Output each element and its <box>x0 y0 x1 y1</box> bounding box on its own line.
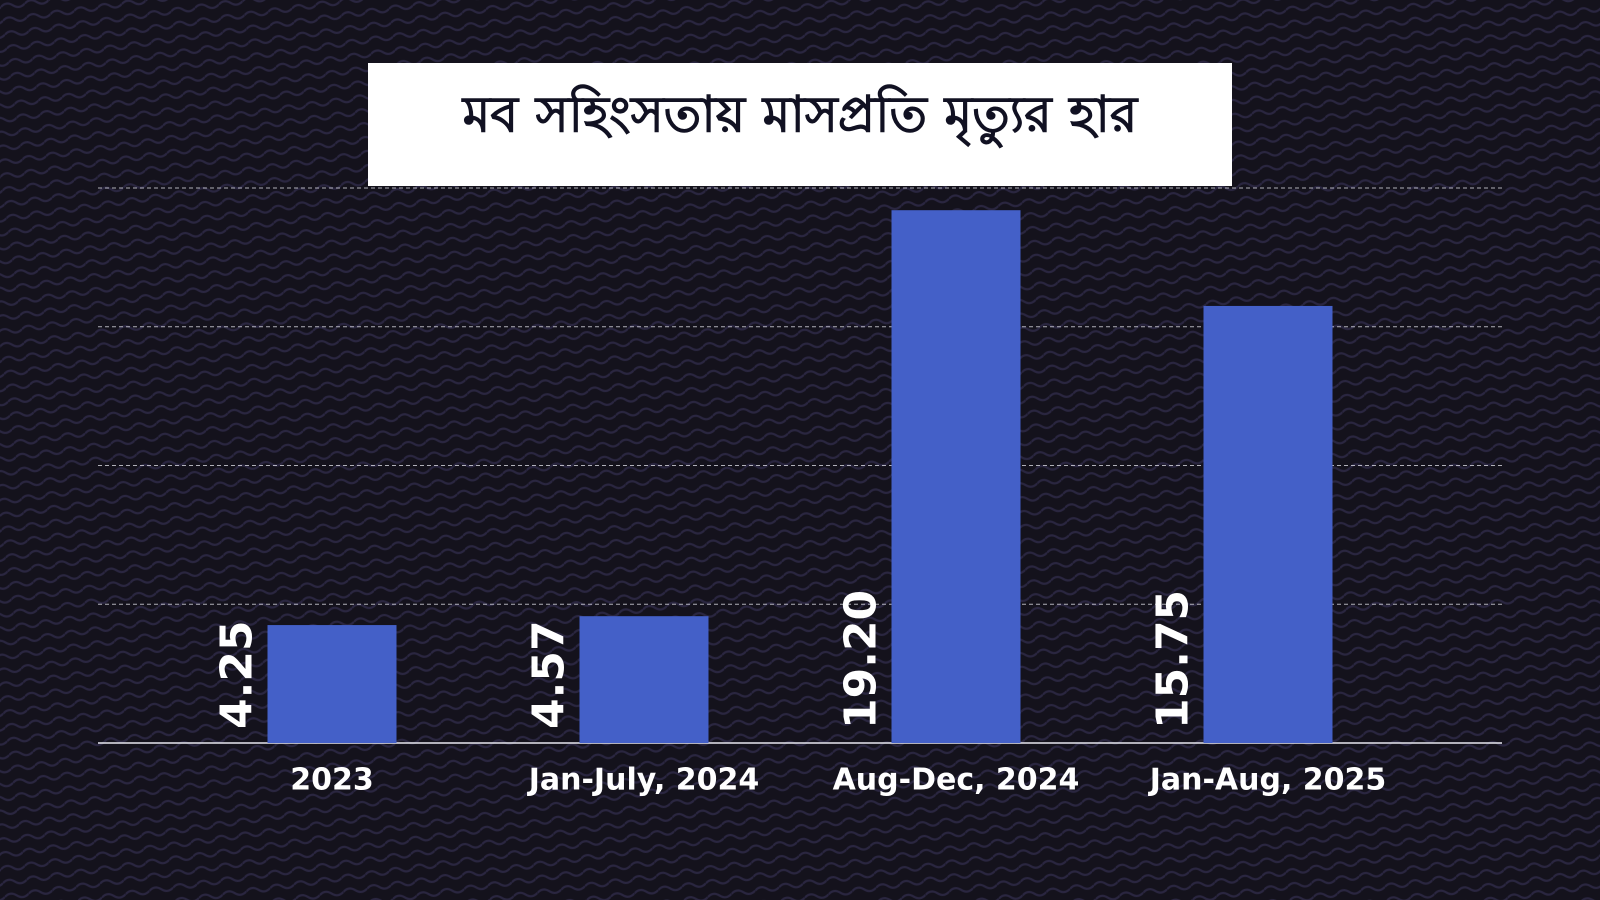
x-tick-label: Jan-Aug, 2025 <box>1148 763 1387 798</box>
value-label: 15.75 <box>1148 590 1199 729</box>
bar <box>1203 305 1333 743</box>
bar <box>579 616 709 743</box>
bar <box>267 625 397 743</box>
x-tick-label: Jan-July, 2024 <box>527 763 760 798</box>
x-tick-label: 2023 <box>290 763 374 798</box>
bar <box>891 210 1021 743</box>
x-tick-label: Aug-Dec, 2024 <box>833 763 1080 798</box>
value-label: 19.20 <box>836 590 887 729</box>
title-box <box>368 63 1232 186</box>
value-label: 4.25 <box>212 620 263 729</box>
value-label: 4.57 <box>524 620 575 729</box>
chart-title: মব সহিংসতায় মাসপ্রতি মৃত্যুর হার <box>461 85 1139 150</box>
